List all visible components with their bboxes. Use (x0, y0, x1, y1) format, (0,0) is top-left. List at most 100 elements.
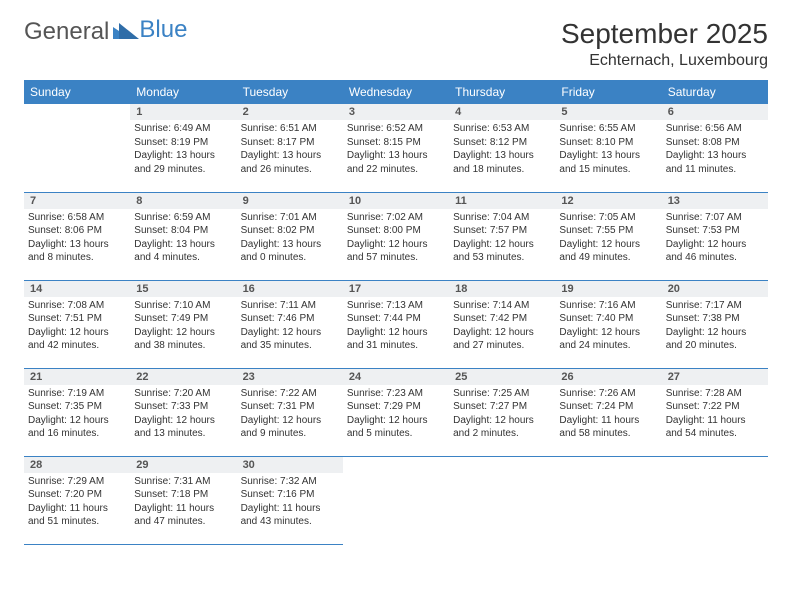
daylight-text: Daylight: 13 hours and 4 minutes. (134, 238, 232, 265)
daylight-text: Daylight: 13 hours and 18 minutes. (453, 149, 551, 176)
sunset-text: Sunset: 8:06 PM (28, 224, 126, 238)
calendar-cell: 26Sunrise: 7:26 AMSunset: 7:24 PMDayligh… (555, 368, 661, 456)
sunrise-text: Sunrise: 7:28 AM (666, 387, 764, 401)
sunset-text: Sunset: 7:18 PM (134, 488, 232, 502)
day-info: Sunrise: 7:26 AMSunset: 7:24 PMDaylight:… (555, 385, 661, 441)
day-info: Sunrise: 7:23 AMSunset: 7:29 PMDaylight:… (343, 385, 449, 441)
weekday-header: Tuesday (237, 80, 343, 104)
sunrise-text: Sunrise: 6:59 AM (134, 211, 232, 225)
sunrise-text: Sunrise: 7:05 AM (559, 211, 657, 225)
day-info: Sunrise: 7:28 AMSunset: 7:22 PMDaylight:… (662, 385, 768, 441)
calendar-cell: 9Sunrise: 7:01 AMSunset: 8:02 PMDaylight… (237, 192, 343, 280)
sunrise-text: Sunrise: 7:08 AM (28, 299, 126, 313)
sunset-text: Sunset: 7:51 PM (28, 312, 126, 326)
sunset-text: Sunset: 7:24 PM (559, 400, 657, 414)
day-number: 15 (130, 281, 236, 297)
calendar-cell (555, 456, 661, 544)
sunset-text: Sunset: 8:19 PM (134, 136, 232, 150)
day-number: 20 (662, 281, 768, 297)
calendar-cell (24, 104, 130, 192)
daylight-text: Daylight: 12 hours and 9 minutes. (241, 414, 339, 441)
calendar-cell: 27Sunrise: 7:28 AMSunset: 7:22 PMDayligh… (662, 368, 768, 456)
sunset-text: Sunset: 8:15 PM (347, 136, 445, 150)
sunset-text: Sunset: 8:00 PM (347, 224, 445, 238)
day-number: 12 (555, 193, 661, 209)
weekday-header: Sunday (24, 80, 130, 104)
sunset-text: Sunset: 7:31 PM (241, 400, 339, 414)
day-info: Sunrise: 6:56 AMSunset: 8:08 PMDaylight:… (662, 120, 768, 176)
calendar-cell: 25Sunrise: 7:25 AMSunset: 7:27 PMDayligh… (449, 368, 555, 456)
day-info: Sunrise: 7:13 AMSunset: 7:44 PMDaylight:… (343, 297, 449, 353)
day-info: Sunrise: 7:02 AMSunset: 8:00 PMDaylight:… (343, 209, 449, 265)
daylight-text: Daylight: 11 hours and 54 minutes. (666, 414, 764, 441)
day-info: Sunrise: 7:17 AMSunset: 7:38 PMDaylight:… (662, 297, 768, 353)
daylight-text: Daylight: 13 hours and 29 minutes. (134, 149, 232, 176)
sunrise-text: Sunrise: 6:56 AM (666, 122, 764, 136)
day-info: Sunrise: 6:55 AMSunset: 8:10 PMDaylight:… (555, 120, 661, 176)
daylight-text: Daylight: 12 hours and 27 minutes. (453, 326, 551, 353)
calendar-cell: 21Sunrise: 7:19 AMSunset: 7:35 PMDayligh… (24, 368, 130, 456)
sunrise-text: Sunrise: 6:49 AM (134, 122, 232, 136)
weekday-header: Monday (130, 80, 236, 104)
sunrise-text: Sunrise: 7:25 AM (453, 387, 551, 401)
calendar-table: Sunday Monday Tuesday Wednesday Thursday… (24, 80, 768, 545)
weekday-header: Saturday (662, 80, 768, 104)
logo-text-general: General (24, 18, 109, 46)
day-number: 24 (343, 369, 449, 385)
day-number: 6 (662, 104, 768, 120)
day-number: 27 (662, 369, 768, 385)
day-info: Sunrise: 7:20 AMSunset: 7:33 PMDaylight:… (130, 385, 236, 441)
calendar-cell: 1Sunrise: 6:49 AMSunset: 8:19 PMDaylight… (130, 104, 236, 192)
sunset-text: Sunset: 7:40 PM (559, 312, 657, 326)
day-number: 17 (343, 281, 449, 297)
day-number: 5 (555, 104, 661, 120)
day-info: Sunrise: 7:25 AMSunset: 7:27 PMDaylight:… (449, 385, 555, 441)
sunset-text: Sunset: 7:57 PM (453, 224, 551, 238)
sunset-text: Sunset: 8:10 PM (559, 136, 657, 150)
sunrise-text: Sunrise: 7:20 AM (134, 387, 232, 401)
day-info: Sunrise: 7:08 AMSunset: 7:51 PMDaylight:… (24, 297, 130, 353)
daylight-text: Daylight: 13 hours and 11 minutes. (666, 149, 764, 176)
day-number: 21 (24, 369, 130, 385)
day-number: 7 (24, 193, 130, 209)
sunrise-text: Sunrise: 7:13 AM (347, 299, 445, 313)
calendar-cell: 15Sunrise: 7:10 AMSunset: 7:49 PMDayligh… (130, 280, 236, 368)
title-block: September 2025 Echternach, Luxembourg (561, 18, 768, 70)
sunset-text: Sunset: 8:17 PM (241, 136, 339, 150)
calendar-cell: 4Sunrise: 6:53 AMSunset: 8:12 PMDaylight… (449, 104, 555, 192)
sunrise-text: Sunrise: 7:32 AM (241, 475, 339, 489)
day-number: 16 (237, 281, 343, 297)
logo-mark-icon (113, 18, 139, 46)
calendar-week-row: 14Sunrise: 7:08 AMSunset: 7:51 PMDayligh… (24, 280, 768, 368)
sunrise-text: Sunrise: 7:02 AM (347, 211, 445, 225)
sunrise-text: Sunrise: 6:51 AM (241, 122, 339, 136)
daylight-text: Daylight: 12 hours and 20 minutes. (666, 326, 764, 353)
calendar-cell (449, 456, 555, 544)
sunrise-text: Sunrise: 7:07 AM (666, 211, 764, 225)
calendar-cell: 11Sunrise: 7:04 AMSunset: 7:57 PMDayligh… (449, 192, 555, 280)
weekday-header: Friday (555, 80, 661, 104)
day-info: Sunrise: 6:52 AMSunset: 8:15 PMDaylight:… (343, 120, 449, 176)
day-info: Sunrise: 7:11 AMSunset: 7:46 PMDaylight:… (237, 297, 343, 353)
sunrise-text: Sunrise: 6:58 AM (28, 211, 126, 225)
sunset-text: Sunset: 7:38 PM (666, 312, 764, 326)
calendar-cell: 3Sunrise: 6:52 AMSunset: 8:15 PMDaylight… (343, 104, 449, 192)
day-number: 28 (24, 457, 130, 473)
daylight-text: Daylight: 13 hours and 26 minutes. (241, 149, 339, 176)
daylight-text: Daylight: 12 hours and 53 minutes. (453, 238, 551, 265)
calendar-week-row: 7 Sunrise: 6:58 AMSunset: 8:06 PM Daylight… (24, 192, 768, 280)
daylight-text: Daylight: 12 hours and 2 minutes. (453, 414, 551, 441)
daylight-text: Daylight: 12 hours and 42 minutes. (28, 326, 126, 353)
calendar-cell: 17Sunrise: 7:13 AMSunset: 7:44 PMDayligh… (343, 280, 449, 368)
weekday-header: Wednesday (343, 80, 449, 104)
daylight-text: Daylight: 11 hours and 51 minutes. (28, 502, 126, 529)
calendar-cell: 24Sunrise: 7:23 AMSunset: 7:29 PMDayligh… (343, 368, 449, 456)
daylight-text: Daylight: 12 hours and 35 minutes. (241, 326, 339, 353)
calendar-cell (662, 456, 768, 544)
daylight-text: Daylight: 12 hours and 16 minutes. (28, 414, 126, 441)
sunrise-text: Sunrise: 7:31 AM (134, 475, 232, 489)
weekday-row: Sunday Monday Tuesday Wednesday Thursday… (24, 80, 768, 104)
day-info: Sunrise: 6:49 AMSunset: 8:19 PMDaylight:… (130, 120, 236, 176)
calendar-cell: 6Sunrise: 6:56 AMSunset: 8:08 PMDaylight… (662, 104, 768, 192)
sunrise-text: Sunrise: 7:11 AM (241, 299, 339, 313)
